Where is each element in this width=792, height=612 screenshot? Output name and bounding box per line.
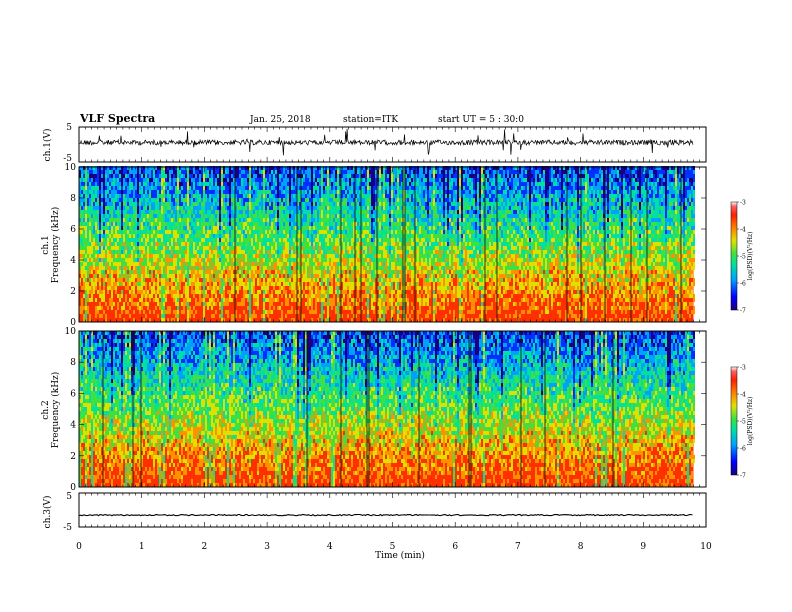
colorbar-ch1-tick: -3	[740, 200, 746, 207]
ch1-spec-ytick: 2	[70, 287, 76, 297]
ch3-ytick-bottom: -5	[63, 523, 72, 533]
x-tick-label: 9	[640, 542, 646, 552]
colorbar-ch2-tick: -7	[740, 473, 746, 480]
colorbar-ch2-tick: -5	[740, 419, 746, 426]
colorbar-ch2-tick: -4	[740, 392, 746, 399]
ch3-wave-ylabel: ch.3(V)	[42, 496, 53, 529]
x-tick-label: 7	[515, 542, 521, 552]
ch3-wave-line	[78, 513, 693, 517]
ch2-spec-ylabel-channel: ch.2	[41, 400, 51, 419]
colorbar-ch2-tick: -3	[740, 365, 746, 372]
x-tick-label: 5	[390, 542, 396, 552]
ch1-wave-ylabel: ch.1(V)	[42, 129, 53, 162]
colorbar-ch1-tick: -5	[740, 254, 746, 261]
x-tick-label: 2	[202, 542, 208, 552]
colorbar-ch1-label: log(PSD)(V²/Hz)	[747, 232, 754, 281]
ch3-waveform-panel: 0 1 2 3 4 5 6 7 8 9 10	[76, 492, 712, 552]
colorbar-ch1-tick: -6	[740, 281, 746, 288]
ch2-spec-ytick: 4	[70, 421, 76, 431]
ch2-spec-ytick: 10	[65, 327, 77, 337]
ch1-spec-ytick: 0	[70, 318, 76, 328]
colorbar-ch1-gradient	[730, 201, 738, 311]
ch1-wave-line	[78, 128, 694, 156]
ch2-spec-ytick: 0	[70, 483, 76, 493]
colorbar-ch2: -3 -4 -5 -6 -7 log(PSD)(V²/Hz)	[730, 365, 754, 480]
colorbar-ch2-label: log(PSD)(V²/Hz)	[747, 397, 754, 446]
figure-title: VLF Spectra	[79, 112, 155, 125]
ch1-spec-ylabel-channel: ch.1	[41, 235, 51, 254]
ch1-spec-ytick: 4	[70, 256, 76, 266]
colorbar-ch2-gradient	[730, 366, 738, 476]
ch2-spec-ytick: 6	[70, 389, 76, 399]
ch1-spectrogram-panel: 0 2 4 6 8 10	[65, 163, 707, 328]
x-tick-label: 3	[264, 542, 270, 552]
ch1-spec-nodata	[693, 167, 706, 322]
x-tick-label: 8	[578, 542, 584, 552]
colorbar-ch2-tick: -6	[740, 446, 746, 453]
x-tick-label: 10	[700, 542, 712, 552]
ch1-ytick-top: 5	[66, 123, 72, 133]
station-label: station=ITK	[343, 115, 398, 125]
x-tick-label: 0	[76, 542, 82, 552]
ch3-wave-frame	[78, 492, 707, 528]
ch1-spec-ytick: 8	[70, 194, 76, 204]
ch1-waveform-panel	[78, 126, 707, 163]
ch1-spec-ytick: 10	[65, 163, 77, 173]
ch1-ytick-bottom: -5	[63, 154, 72, 164]
x-tick-label: 6	[452, 542, 458, 552]
start-time-label: start UT = 5 : 30:0	[438, 115, 524, 125]
colorbar-ch1: -3 -4 -5 -6 -7 log(PSD)(V²/Hz)	[730, 200, 754, 315]
x-axis-label: Time (min)	[375, 550, 425, 561]
ch1-spec-ylabel-freq: Frequency (kHz)	[50, 207, 61, 284]
ch2-spec-nodata	[693, 331, 706, 487]
x-tick-label: 4	[327, 542, 333, 552]
colorbar-ch1-tick: -7	[740, 308, 746, 315]
ch2-spec-ytick: 8	[70, 358, 76, 368]
ch2-spec-ytick: 2	[70, 452, 76, 462]
date-label: Jan. 25, 2018	[249, 115, 311, 125]
ch3-ytick-top: 5	[66, 492, 72, 502]
colorbar-ch1-tick: -4	[740, 227, 746, 234]
x-tick-label: 1	[139, 542, 145, 552]
ch1-spec-ytick: 6	[70, 225, 76, 235]
ch2-spec-ylabel-freq: Frequency (kHz)	[50, 372, 61, 449]
ch2-spectrogram-panel: 0 2 4 6 8 10	[65, 327, 707, 493]
